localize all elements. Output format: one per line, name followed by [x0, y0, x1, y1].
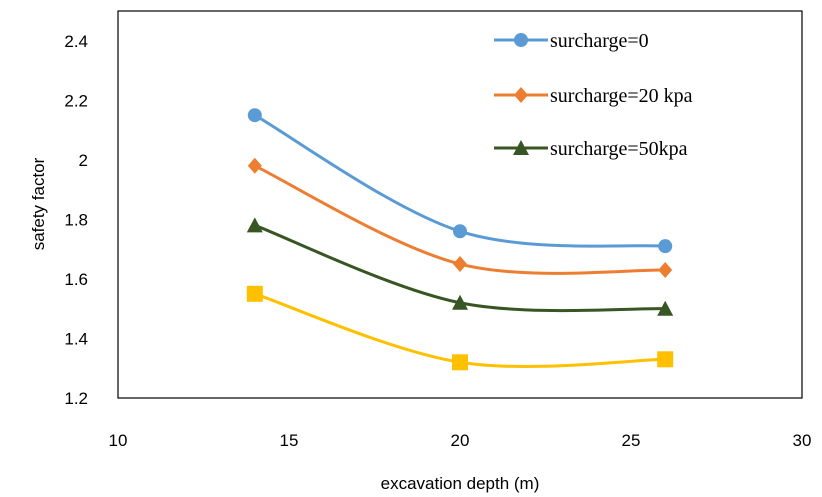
series-0 [247, 108, 673, 254]
y-tick-label: 1.8 [64, 210, 88, 229]
data-point [658, 261, 673, 278]
legend-label: surcharge=20 kpa [550, 85, 693, 107]
data-point [247, 108, 262, 123]
data-point [452, 354, 468, 371]
y-tick-label: 1.2 [64, 389, 88, 408]
y-tick-label: 2.4 [64, 32, 88, 51]
x-tick-label: 10 [109, 431, 128, 450]
legend-marker [514, 33, 528, 47]
data-point [453, 256, 467, 273]
data-point [247, 157, 262, 174]
series-group [246, 108, 674, 371]
legend: surcharge=0 surcharge=20 kpa surcharge=50k… [494, 30, 693, 160]
legend-marker [514, 87, 528, 103]
y-tick-labels: 1.2 1.4 1.6 1.8 2 2.2 2.4 [64, 32, 88, 408]
plot-area-frame [117, 10, 803, 399]
data-point [453, 224, 467, 239]
data-point [246, 217, 263, 233]
y-tick-label: 2 [79, 151, 88, 170]
data-point [246, 285, 263, 302]
data-point [452, 294, 468, 310]
data-point [657, 351, 674, 368]
y-tick-label: 1.4 [64, 329, 88, 348]
legend-entry: surcharge=50kpa [494, 138, 688, 160]
x-tick-label: 15 [280, 431, 299, 450]
y-tick-label: 1.6 [64, 270, 88, 289]
y-axis-title: safety factor [29, 157, 48, 250]
legend-marker [513, 140, 529, 155]
x-tick-label: 20 [451, 431, 470, 450]
legend-label: surcharge=50kpa [550, 138, 688, 160]
legend-entry: surcharge=20 kpa [494, 85, 693, 107]
y-tick-label: 2.2 [64, 91, 88, 110]
x-axis-title: excavation depth (m) [381, 474, 540, 493]
x-tick-labels: 10 15 20 25 30 [109, 431, 812, 450]
series-2 [246, 217, 674, 316]
data-point [657, 300, 674, 316]
x-tick-label: 25 [622, 431, 641, 450]
legend-label: surcharge=0 [550, 30, 649, 52]
legend-entry: surcharge=0 [494, 30, 649, 52]
x-tick-label: 30 [793, 431, 812, 450]
data-point [658, 239, 673, 254]
series-1 [247, 157, 673, 278]
series-3 [246, 285, 674, 371]
